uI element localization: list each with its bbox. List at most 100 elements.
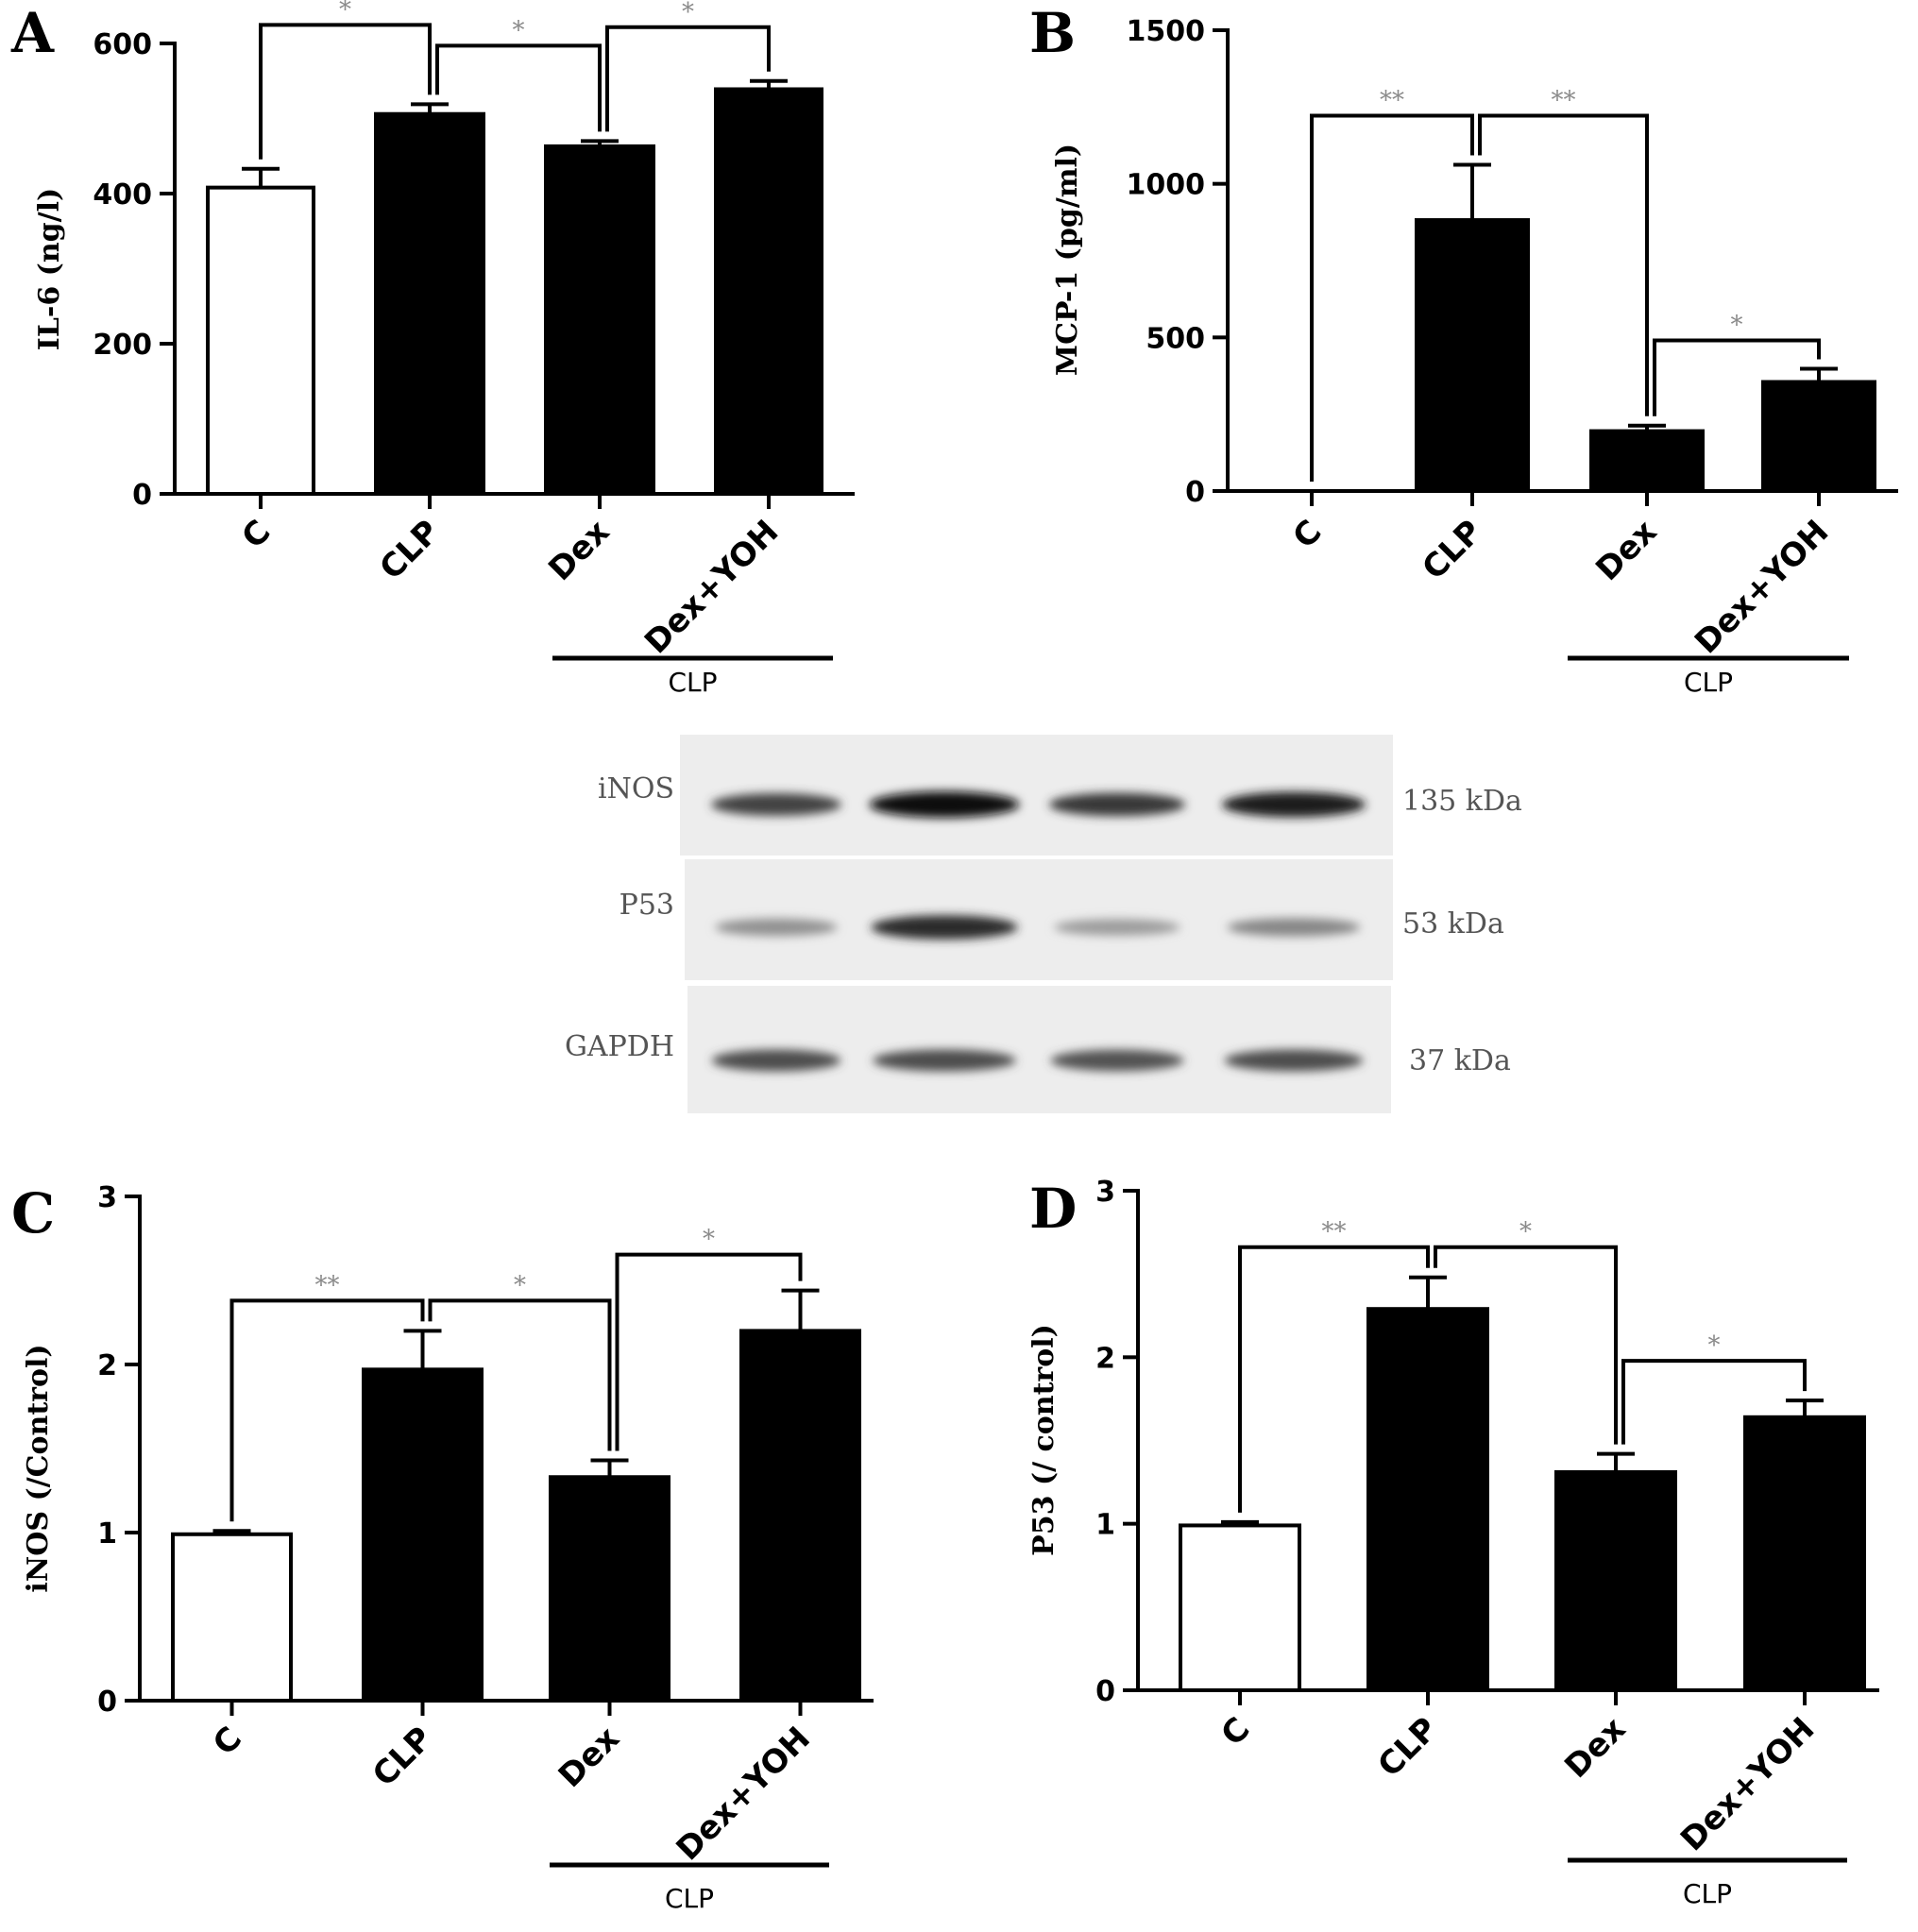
category-label: Dex+YOH [1688,513,1836,661]
y-tick-label: 0 [1095,1675,1115,1708]
panel-letter: B [1029,1,1076,65]
blot-band [1227,918,1361,937]
blot-size-label: 53 kDa [1402,907,1504,941]
category-label: Dex [552,1720,627,1795]
y-tick-label: 1500 [1127,15,1206,48]
blot-band [711,1049,841,1072]
panel-letter: D [1029,1177,1077,1241]
blot-row-inos: iNOS 135 kDa [598,735,1522,856]
significance-marker: ** [1552,86,1576,114]
group-label: CLP [1684,667,1733,698]
blot-row-gapdh: GAPDH 37 kDa [565,986,1511,1113]
blot-band [1221,791,1366,818]
significance-marker: ** [1380,86,1404,114]
blot-band [1050,1049,1184,1072]
significance-bracket [1434,1245,1618,1445]
bar-c [206,185,315,496]
y-tick-label: 0 [1185,476,1205,509]
y-tick-label: 2 [1095,1342,1115,1375]
y-axis-label: iNOS (/Control) [22,1344,55,1592]
category-label: CLP [1370,1710,1445,1785]
blot-band [873,1049,1016,1072]
significance-marker: ** [315,1271,340,1299]
significance-marker: * [1708,1331,1721,1360]
bar-dex-yoh [1761,380,1876,493]
y-tick-label: 1 [97,1517,117,1551]
bar-clp [1415,218,1530,493]
y-tick-label: 3 [1095,1176,1115,1209]
category-label: C [206,1720,249,1763]
bar-clp [374,111,485,496]
panel-letter: A [10,1,55,65]
blot-protein-label: GAPDH [565,1030,674,1063]
category-label: CLP [365,1720,440,1794]
bar-dex-yoh [1743,1415,1866,1693]
y-tick-label: 600 [93,28,152,61]
panel-b: B MCP-1 (pg/ml) 0 500 1000 1500 C CLP Dex Dex+YOH… [1029,1,1898,698]
significance-marker: * [339,0,351,24]
panel-a: A IL-6 (ng/l) 0 200 400 600 C CLP Dex Dex+YOH * * * C… [10,0,855,698]
y-axis-label: P53 (/ control) [1027,1324,1061,1556]
blot-row-p53: P53 53 kDa [620,859,1504,980]
blot-band [711,793,841,816]
significance-marker: * [1519,1218,1532,1246]
significance-bracket [1238,1245,1430,1513]
y-tick-label: 1000 [1127,169,1206,202]
significance-marker: * [514,1271,526,1299]
blot-band [1048,792,1186,817]
panel-letter: C [11,1181,55,1246]
blot-size-label: 135 kDa [1402,785,1522,818]
significance-bracket [1310,113,1474,482]
blot-protein-label: iNOS [598,772,674,805]
significance-bracket [1621,1359,1807,1445]
significance-bracket [428,1298,612,1451]
blot-band [1224,1049,1364,1072]
significance-bracket [615,1252,803,1451]
bar-dex [549,1475,670,1703]
category-label: C [234,513,278,556]
bar-clp [1366,1307,1489,1692]
bar-c [1179,1523,1301,1693]
y-tick-label: 400 [93,178,152,212]
significance-marker: * [703,1226,715,1254]
significance-marker: ** [1322,1218,1347,1246]
blot-band [1054,919,1180,936]
category-label: Dex [541,513,617,588]
category-label: Dex+YOH [637,513,786,661]
bar-dex [1589,429,1705,493]
y-tick-label: 0 [132,479,152,512]
y-tick-label: 2 [97,1349,117,1382]
blot-band [715,918,838,937]
category-label: CLP [372,513,447,587]
category-label: C [1214,1710,1257,1754]
y-tick-label: 500 [1146,322,1205,355]
category-label: CLP [1415,513,1489,587]
significance-bracket [229,1298,425,1522]
bar-clp [362,1367,484,1703]
western-blot: iNOS 135 kDa P53 53 kDa GAPDH 37 kDa [565,735,1522,1113]
blot-strip [687,986,1391,1113]
bar-dex [544,144,655,496]
category-label: Dex [1588,513,1664,588]
category-label: Dex [1557,1710,1633,1786]
y-axis-label: IL-6 (ng/l) [33,188,66,350]
significance-bracket [605,25,771,132]
category-label: C [1285,513,1329,556]
bar-dex [1554,1470,1677,1692]
significance-marker: * [1731,312,1743,340]
significance-bracket [1478,113,1649,416]
bar-dex-yoh [714,87,823,497]
y-tick-label: 3 [97,1181,117,1214]
group-label: CLP [1683,1878,1732,1909]
significance-bracket [435,43,602,132]
blot-band [869,791,1020,818]
significance-bracket [259,23,432,160]
significance-marker: * [513,16,525,44]
blot-band [871,915,1018,940]
bar-dex-yoh [739,1329,861,1703]
significance-marker: * [682,0,694,26]
group-label: CLP [668,667,717,698]
